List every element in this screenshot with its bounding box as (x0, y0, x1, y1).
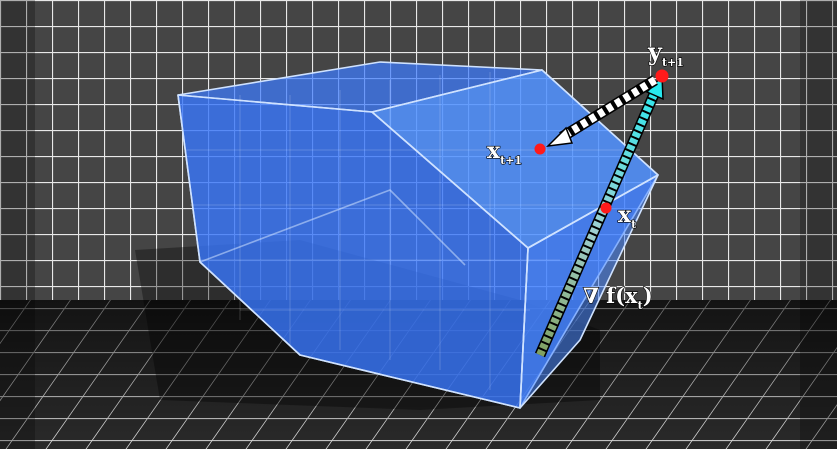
label-x-t: xt (618, 202, 637, 231)
label-gradient: ∇ f(xt) (583, 283, 653, 312)
left-wall-shade (0, 0, 35, 449)
point-y-next (655, 69, 669, 83)
projection-arrow (545, 75, 658, 148)
point-x-t (600, 202, 612, 214)
projection-arrowhead (545, 126, 574, 148)
label-y-next: yt+1 (647, 37, 684, 69)
point-x-next (534, 143, 546, 155)
label-x-next: xt+1 (487, 138, 522, 167)
right-wall-shade (800, 0, 837, 449)
